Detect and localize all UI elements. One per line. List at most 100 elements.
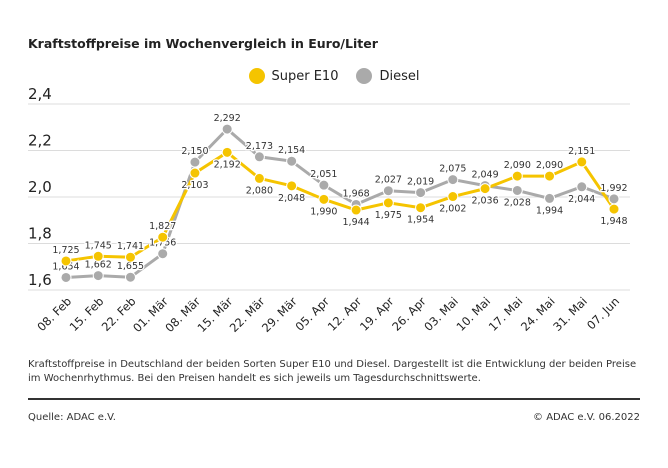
x-tick-label: 15. Feb <box>67 294 107 334</box>
data-label: 1,827 <box>149 221 176 232</box>
data-label: 2,019 <box>407 177 434 188</box>
data-label: 2,292 <box>214 113 241 124</box>
data-label: 1,655 <box>117 261 144 272</box>
x-tick-label: 08. Feb <box>34 294 74 334</box>
x-tick-label: 07. Jun <box>584 294 622 332</box>
x-tick-label: 03. Mai <box>421 294 461 334</box>
y-tick-label: 2,2 <box>28 132 52 150</box>
x-tick-label: 05. Apr <box>293 294 333 334</box>
data-label: 2,028 <box>504 197 531 208</box>
data-label: 1,756 <box>149 238 176 249</box>
y-tick-label: 2,0 <box>28 178 52 196</box>
data-point <box>221 123 233 135</box>
data-label: 2,080 <box>246 185 273 196</box>
data-point <box>415 187 427 199</box>
data-label: 2,103 <box>181 180 208 191</box>
x-tick-label: 24. Mai <box>518 294 558 334</box>
data-label: 2,044 <box>568 194 595 205</box>
data-label: 1,944 <box>343 217 370 228</box>
y-tick-label: 1,6 <box>28 271 52 289</box>
data-point <box>382 197 394 209</box>
x-tick-label: 10. Mai <box>454 294 494 334</box>
data-label: 1,990 <box>310 206 337 217</box>
data-point <box>576 156 588 168</box>
data-point <box>157 231 169 243</box>
legend-item-diesel: Diesel <box>356 68 420 84</box>
divider <box>28 398 640 400</box>
data-label: 2,173 <box>246 141 273 152</box>
data-point <box>157 248 169 260</box>
data-point <box>576 181 588 193</box>
chart-description: Kraftstoffpreise in Deutschland der beid… <box>28 359 637 384</box>
data-point <box>350 204 362 216</box>
data-label: 2,027 <box>375 175 402 186</box>
x-tick-label: 29. Mär <box>259 294 300 335</box>
x-tick-label: 31. Mai <box>550 294 590 334</box>
legend-item-e10: Super E10 <box>248 68 339 84</box>
data-point <box>318 179 330 191</box>
data-point <box>253 172 265 184</box>
copyright-note: © ADAC e.V. 06.2022 <box>533 412 640 423</box>
legend: Super E10 Diesel <box>0 68 668 84</box>
data-point <box>544 170 556 182</box>
data-point <box>511 184 523 196</box>
data-point <box>382 185 394 197</box>
data-point <box>253 151 265 163</box>
data-point <box>189 167 201 179</box>
x-tick-label: 12. Apr <box>325 294 365 334</box>
data-point <box>318 193 330 205</box>
data-label: 2,075 <box>439 164 466 175</box>
legend-marker-e10 <box>248 68 265 84</box>
data-label: 1,968 <box>343 188 370 199</box>
data-label: 2,154 <box>278 145 305 156</box>
data-label: 1,994 <box>536 205 563 216</box>
legend-label-e10: Super E10 <box>271 68 339 84</box>
data-label: 2,002 <box>439 204 466 215</box>
legend-marker-diesel <box>356 68 373 84</box>
data-label: 1,741 <box>117 241 144 252</box>
data-point <box>608 203 620 215</box>
data-label: 1,725 <box>52 245 79 256</box>
data-label: 2,049 <box>471 170 498 181</box>
data-label: 2,090 <box>536 160 563 171</box>
source-note: Quelle: ADAC e.V. <box>28 412 116 423</box>
data-label: 1,745 <box>85 240 112 251</box>
data-label: 2,192 <box>214 159 241 170</box>
data-point <box>608 193 620 205</box>
data-point <box>221 146 233 158</box>
data-point <box>286 180 298 192</box>
data-label: 1,654 <box>52 261 79 272</box>
series-line-diesel <box>65 127 615 279</box>
data-point <box>286 155 298 167</box>
data-label: 2,151 <box>568 146 595 157</box>
data-label: 2,048 <box>278 193 305 204</box>
data-label: 2,036 <box>471 196 498 207</box>
y-tick-label: 1,8 <box>28 225 52 243</box>
data-point <box>124 251 136 263</box>
x-tick-label: 26. Apr <box>389 294 429 334</box>
data-point <box>447 174 459 186</box>
data-point <box>124 271 136 283</box>
data-point <box>447 191 459 203</box>
data-label: 1,992 <box>600 183 627 194</box>
data-label: 1,975 <box>375 210 402 221</box>
data-point <box>92 270 104 282</box>
data-point <box>60 271 72 283</box>
x-tick-label: 17. Mai <box>486 294 526 334</box>
data-label: 2,090 <box>504 160 531 171</box>
data-point <box>511 170 523 182</box>
data-label: 1,954 <box>407 215 434 226</box>
chart-title: Kraftstoffpreise im Wochenvergleich in E… <box>28 36 378 51</box>
data-label: 1,948 <box>600 216 627 227</box>
y-tick-label: 2,4 <box>28 85 52 103</box>
data-point <box>92 250 104 262</box>
data-point <box>189 156 201 168</box>
legend-label-diesel: Diesel <box>379 68 420 84</box>
data-point <box>60 255 72 267</box>
x-tick-label: 19. Apr <box>357 294 397 334</box>
data-label: 2,051 <box>310 169 337 180</box>
data-label: 2,150 <box>181 146 208 157</box>
data-point <box>544 192 556 204</box>
